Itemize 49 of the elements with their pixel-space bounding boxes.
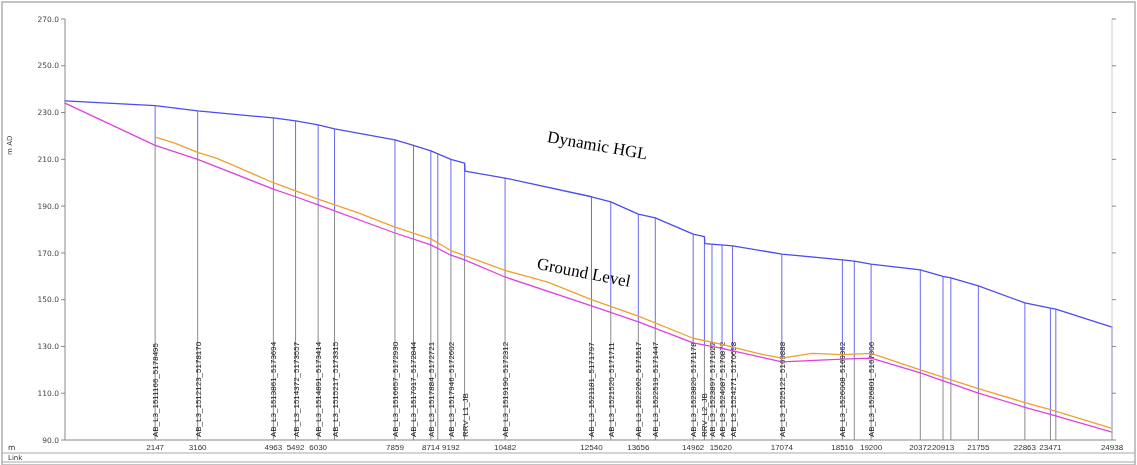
x-tick-label: 9192 <box>442 443 461 452</box>
ref-line-label: RRV_L2_JB <box>700 393 710 437</box>
ref-line-label: AB_L3_1522262_5171517 <box>634 341 644 437</box>
ref-line-label: AB_L3_1517017_5172844 <box>409 341 419 437</box>
ref-line-label: AB_L3_1519190_5172312 <box>501 341 511 437</box>
ref-line-label: AB_L3_1514372_5173557 <box>291 341 301 437</box>
ref-line-label: AB_L3_1517946_5172602 <box>446 341 456 437</box>
ref-line-label: AB_L3_1515217_5173315 <box>330 341 340 437</box>
ref-line-label: AB_L3_1521520_5171711 <box>606 341 616 437</box>
x-tick-label: 18516 <box>831 443 855 452</box>
ref-line-label: AB_L3_1524087_5170872 <box>718 341 728 437</box>
ref-line-label: AB_L3_1523820_5171178 <box>689 341 699 437</box>
ref-line-label: AB_L3_1526008_5169862 <box>838 341 848 437</box>
ref-line-label: AB_L3_1512123_5178170 <box>193 341 203 437</box>
x-tick-label: 20372 <box>909 443 932 452</box>
x-tick-label: 17074 <box>770 443 794 452</box>
ref-line-label: AB_L3_1514891_5173414 <box>314 341 324 437</box>
x-tick-label: 2147 <box>146 443 165 452</box>
text: Ground Level <box>535 254 633 291</box>
x-tick-label: 10482 <box>493 443 517 452</box>
x-tick-label: 15620 <box>709 443 733 452</box>
ref-line-label: AB_L3_1511166_5178495 <box>151 342 161 437</box>
ref-line-label: AB_L3_1513861_5173694 <box>269 341 279 437</box>
ref-line-label: AB_L3_1522519_5171447 <box>651 341 661 437</box>
ref-line-label: AB_L3_1525122_5169888 <box>777 341 787 437</box>
x-tick-label: 21755 <box>967 443 991 452</box>
x-tick-label: 8714 <box>421 443 441 452</box>
x-tick-label: 23471 <box>1039 443 1063 452</box>
x-tick-label: 4963 <box>264 443 283 452</box>
text: Dynamic HGL <box>545 127 650 164</box>
x-tick-label: 14962 <box>682 443 705 452</box>
x-tick-label: 20913 <box>931 443 955 452</box>
x-tick-label: 3160 <box>188 443 208 452</box>
x-tick-label: 7859 <box>386 443 405 452</box>
ref-line-label: AB_L3_1517884_5172721 <box>426 341 436 437</box>
line-series <box>64 100 1113 328</box>
ref-line-label: AB_L3_1524271_5170698 <box>728 341 738 437</box>
ref-line-label: AB_L3_1516657_5172930 <box>390 341 400 437</box>
x-tick-label: 5492 <box>286 443 306 452</box>
x-tick-label: 13656 <box>627 443 651 452</box>
x-tick-label: 6030 <box>309 443 328 452</box>
x-tick-label: 24938 <box>1100 443 1124 452</box>
ref-line-label: AB_L3_1526801_5167806 <box>867 341 877 437</box>
x-tick-label: 22863 <box>1013 443 1037 452</box>
x-tick-label: 19200 <box>859 443 883 452</box>
ref-line-label: AB_L3_1523897_5171022 <box>707 341 717 437</box>
ref-line-label: RRV_L1_JB <box>460 393 470 437</box>
ref-line-label: AB_L3_1521181_5171797 <box>587 341 597 437</box>
x-tick-label: 12540 <box>580 443 604 452</box>
